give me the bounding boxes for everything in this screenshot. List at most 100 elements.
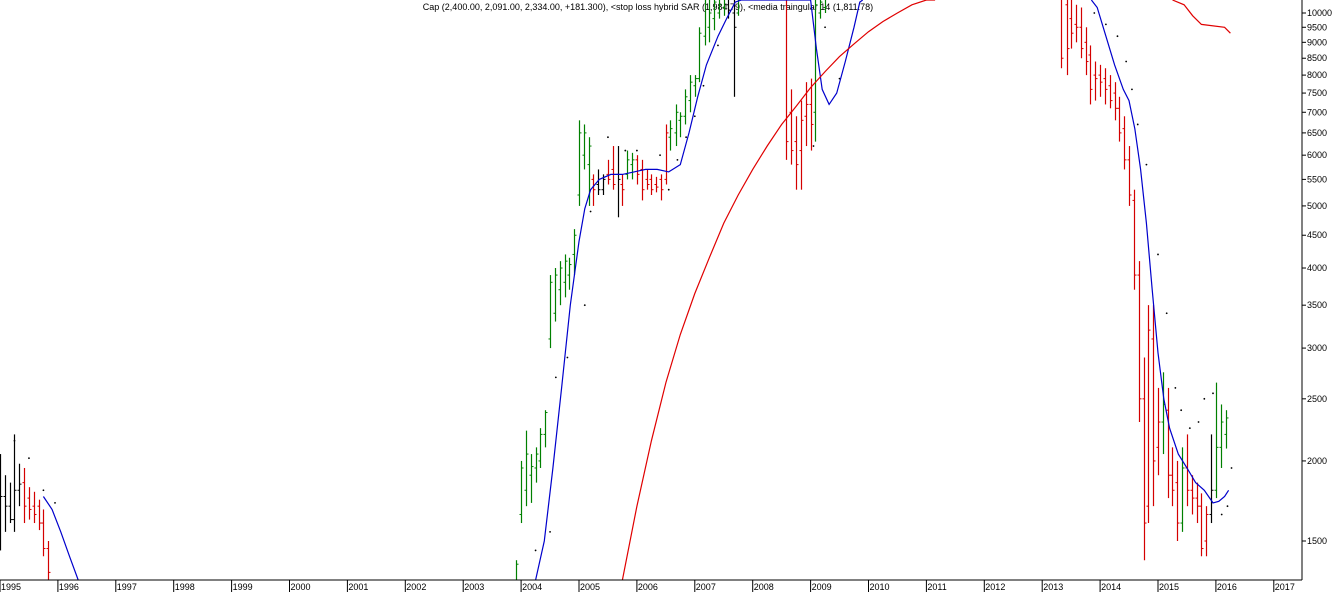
sar-dot <box>685 136 688 139</box>
ohlc-bar <box>645 169 650 190</box>
sar-dot <box>549 530 551 533</box>
y-tick-label: 2500 <box>1307 394 1327 404</box>
ohlc-bar <box>1069 0 1074 49</box>
red-trend-line <box>621 0 936 581</box>
ohlc-bar <box>1214 382 1219 499</box>
ohlc-bar <box>693 75 698 97</box>
y-tick-label: 8000 <box>1307 70 1327 80</box>
ohlc-bar <box>538 428 543 468</box>
ohlc-bars-layer <box>0 0 1229 580</box>
x-tick-label: 2016 <box>1217 582 1237 592</box>
ohlc-bar <box>1127 146 1132 206</box>
sar-dot <box>28 457 30 460</box>
sar-dot <box>624 149 627 152</box>
ohlc-bar <box>794 116 799 190</box>
ohlc-bar <box>1108 75 1113 109</box>
y-tick-label: 4500 <box>1307 230 1327 240</box>
indicator-lines-layer <box>42 0 1231 581</box>
ohlc-bar <box>668 120 673 151</box>
x-tick-label: 2010 <box>870 582 890 592</box>
ohlc-bar <box>1060 0 1064 69</box>
ohlc-bar <box>1098 64 1103 97</box>
red-trend-line <box>1172 0 1231 34</box>
ohlc-bar <box>1088 45 1093 105</box>
y-tick-label: 1500 <box>1307 536 1327 546</box>
sar-dot <box>1125 60 1128 63</box>
ohlc-bar <box>717 0 722 19</box>
ohlc-bar <box>591 174 596 206</box>
ohlc-bar <box>1170 447 1175 507</box>
x-tick-label: 2014 <box>1101 582 1121 592</box>
ohlc-bar <box>616 146 621 218</box>
ohlc-bar <box>41 509 46 557</box>
ohlc-bar <box>630 152 635 180</box>
ohlc-bar <box>799 100 804 190</box>
y-tick-label: 9500 <box>1307 22 1327 32</box>
x-tick-label: 2002 <box>406 582 426 592</box>
chart-title: Cap (2,400.00, 2,091.00, 2,334.00, +181.… <box>423 2 873 12</box>
x-tick-label: 2011 <box>927 582 946 592</box>
ohlc-bar <box>1204 506 1209 557</box>
ohlc-bar <box>582 124 587 170</box>
sar-dot <box>1157 253 1159 256</box>
ohlc-bar <box>1079 7 1084 59</box>
ohlc-bar <box>17 463 22 507</box>
ohlc-bar <box>1074 4 1079 43</box>
x-tick-label: 2003 <box>464 582 484 592</box>
ohlc-bar <box>1137 261 1142 423</box>
y-tick-label: 5500 <box>1307 174 1327 184</box>
ohlc-bar <box>1195 482 1200 524</box>
x-tick-label: 2007 <box>696 582 716 592</box>
sar-dot <box>1226 505 1229 508</box>
sar-dot <box>1197 421 1200 423</box>
ohlc-bar <box>577 120 582 206</box>
sar-dot <box>1165 312 1168 315</box>
ohlc-bar <box>46 541 51 580</box>
sar-dot <box>589 210 592 213</box>
sar-dot <box>1116 35 1119 38</box>
ohlc-bar <box>563 254 568 298</box>
ohlc-bar <box>22 467 27 524</box>
ohlc-bar <box>625 150 630 180</box>
ohlc-bar <box>1224 410 1229 449</box>
ohlc-bar <box>789 89 794 165</box>
ohlc-bar <box>37 499 42 531</box>
sar-dot <box>702 84 705 87</box>
ohlc-bar <box>1156 387 1161 476</box>
ohlc-bar <box>697 27 702 83</box>
ohlc-bar <box>8 482 13 524</box>
ohlc-bar <box>654 176 659 193</box>
ohlc-bar <box>12 434 17 532</box>
ohlc-bar <box>823 0 827 13</box>
x-tick-label: 2006 <box>638 582 658 592</box>
ohlc-bar <box>649 174 654 195</box>
y-tick-label: 7500 <box>1307 88 1327 98</box>
ohlc-bar <box>543 410 548 448</box>
ohlc-bar <box>558 261 563 306</box>
ohlc-bar <box>524 430 529 507</box>
ohlc-bar <box>27 487 32 520</box>
sar-dot <box>534 549 537 552</box>
y-tick-label: 3000 <box>1307 343 1327 353</box>
ohlc-bar <box>707 0 712 43</box>
ohlc-bar <box>611 146 616 190</box>
ohlc-bar <box>736 0 740 16</box>
sar-dot <box>676 158 679 161</box>
sar-dot <box>1131 88 1133 91</box>
ohlc-bar <box>1175 460 1180 541</box>
sar-dot <box>659 154 661 157</box>
ohlc-bar <box>32 491 37 524</box>
y-tick-label: 6000 <box>1307 150 1327 160</box>
sar-dot <box>1220 513 1223 516</box>
ohlc-bar <box>3 475 8 532</box>
ohlc-bar <box>1142 357 1147 561</box>
sar-dot <box>1212 392 1214 395</box>
x-tick-label: 1999 <box>233 582 253 592</box>
ohlc-bar <box>553 268 558 322</box>
ohlc-bar <box>1219 404 1224 468</box>
y-tick-label: 6500 <box>1307 128 1327 138</box>
x-tick-label: 1995 <box>1 582 21 592</box>
sar-dots-layer <box>13 12 1233 552</box>
ohlc-bar <box>1151 305 1156 507</box>
